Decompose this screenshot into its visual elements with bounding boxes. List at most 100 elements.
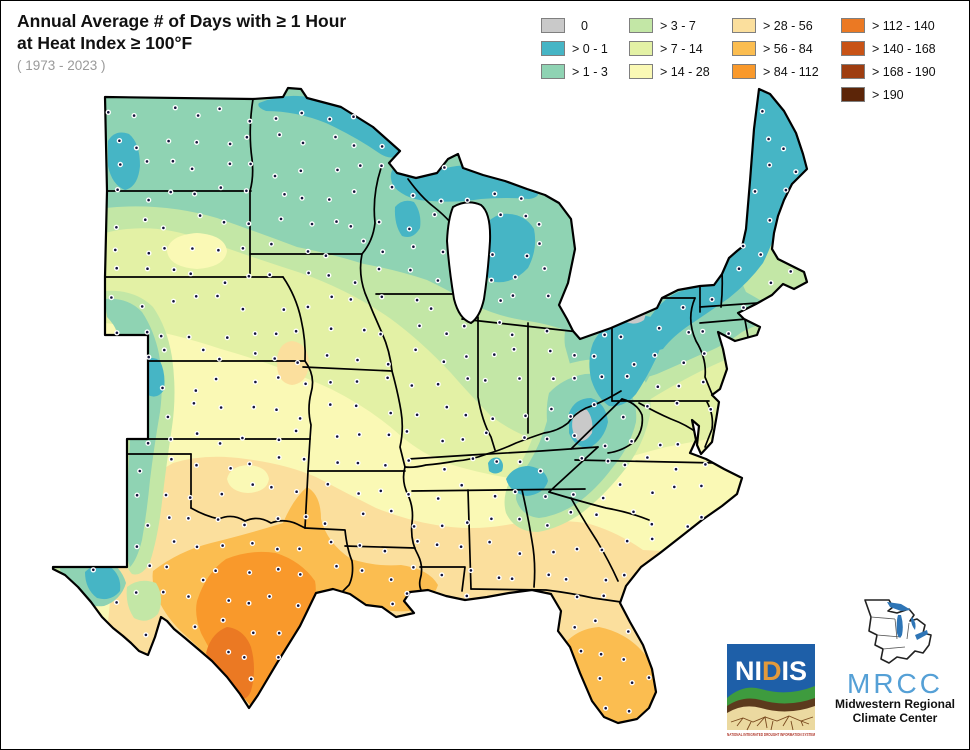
station-dot [380, 249, 386, 255]
station-dot [267, 272, 273, 278]
band-d0_1-25 [394, 200, 421, 237]
legend-column-4: > 112 - 140 > 140 - 168 > 168 - 190 > 190 [841, 14, 963, 106]
band-d0-30 [621, 300, 646, 324]
station-dot [516, 516, 523, 522]
station-dot [248, 676, 254, 682]
legend-swatch-d168_190 [841, 64, 865, 79]
state-border-35 [548, 491, 650, 521]
station-dot [765, 136, 772, 142]
station-dot [195, 112, 201, 119]
station-dot [133, 589, 139, 596]
station-dot [348, 296, 354, 303]
station-dot [461, 323, 467, 329]
station-dot [216, 106, 223, 112]
band-d0_1-19 [589, 315, 663, 407]
station-dot [219, 491, 225, 497]
station-dot [578, 648, 584, 654]
station-dot [702, 461, 709, 468]
station-dot [441, 359, 447, 365]
station-dot [357, 162, 363, 169]
station-dot [167, 436, 174, 442]
station-dot [356, 431, 362, 438]
station-dot [131, 112, 137, 119]
station-dot [605, 458, 611, 464]
state-border-19 [477, 316, 496, 451]
station-dot [272, 355, 278, 362]
map-title-block: Annual Average # of Days with ≥ 1 Hour a… [17, 11, 346, 75]
station-dot [459, 482, 465, 488]
station-dot [622, 462, 628, 468]
state-border-28 [411, 488, 586, 492]
station-dot [225, 649, 232, 655]
state-border-27 [344, 545, 416, 549]
legend-label-d14_28: > 14 - 28 [660, 64, 710, 79]
station-dot [333, 218, 340, 225]
station-dot [438, 198, 444, 204]
nidis-cracked-soil [727, 706, 815, 730]
station-dot [574, 546, 580, 552]
station-dot [252, 379, 259, 385]
station-dot [382, 462, 389, 468]
legend-swatch-d1_3 [541, 64, 565, 79]
station-dot [768, 280, 774, 286]
state-border-30 [548, 446, 599, 493]
station-dot [384, 375, 391, 381]
station-dot [161, 245, 168, 252]
station-dot [194, 430, 200, 437]
station-dot [496, 319, 503, 326]
station-dot [327, 116, 333, 122]
map-title-line2: at Heat Index ≥ 100°F [17, 32, 193, 53]
state-border-20 [461, 318, 580, 333]
station-dot [524, 253, 530, 259]
station-dot [241, 522, 248, 528]
state-border-50 [607, 398, 644, 454]
state-border-6 [282, 276, 307, 362]
station-dot [483, 430, 489, 436]
station-dot [108, 294, 115, 301]
station-dot [542, 493, 549, 500]
state-border-8 [304, 360, 314, 440]
station-dot [247, 118, 253, 124]
station-dot [159, 385, 166, 391]
state-border-34 [574, 459, 718, 464]
station-dot [541, 265, 548, 272]
station-dot [160, 589, 167, 595]
station-dot [404, 428, 410, 435]
station-dot [548, 406, 555, 412]
station-dot [300, 140, 306, 146]
legend-label-d84_112: > 84 - 112 [763, 64, 819, 79]
station-dot [217, 440, 223, 447]
station-dot [354, 378, 360, 385]
station-dot [439, 523, 445, 529]
station-dot [625, 628, 631, 635]
station-dot [685, 523, 691, 530]
station-dot [522, 413, 529, 419]
station-dot [416, 323, 423, 329]
state-border-24 [404, 390, 622, 469]
station-dot [281, 191, 288, 198]
legend-label-d1_3: > 1 - 3 [572, 64, 608, 79]
station-dot [274, 546, 281, 552]
station-dot [215, 516, 221, 523]
station-dot [225, 597, 232, 604]
station-dot [245, 220, 252, 227]
station-dot [444, 404, 450, 410]
station-dot [571, 352, 578, 358]
state-border-4 [361, 167, 382, 255]
station-dot [489, 251, 496, 258]
station-dot [213, 376, 219, 382]
station-dot [465, 375, 471, 382]
legend-swatch-d7_14 [629, 41, 653, 56]
station-dot [698, 514, 705, 520]
station-dot [516, 375, 523, 382]
station-dot [593, 512, 600, 518]
station-dot [113, 599, 120, 606]
station-dot [281, 306, 287, 313]
station-dot [297, 415, 303, 422]
station-dot [486, 539, 493, 545]
station-dot [275, 515, 281, 522]
station-dot [621, 656, 627, 663]
station-dot [133, 145, 140, 151]
station-dot [681, 360, 687, 366]
station-dot [603, 577, 609, 583]
